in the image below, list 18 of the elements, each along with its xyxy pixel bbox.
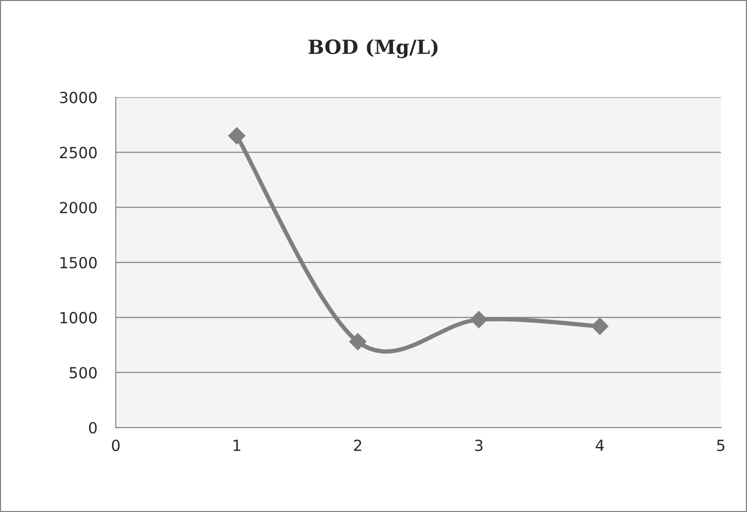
point [228, 127, 246, 144]
x-tick-label: 3 [475, 440, 482, 452]
chart-title: BOD (Mg/L) [308, 39, 438, 58]
point [470, 311, 488, 328]
y-tick-label: 0 [89, 422, 97, 434]
y-tick-label: 3000 [60, 92, 97, 104]
y-tick-label: 2000 [60, 202, 97, 214]
point [591, 318, 608, 335]
x-tick-label: 2 [354, 440, 362, 451]
point [349, 333, 366, 350]
y-tick-label: 1000 [60, 312, 97, 324]
y-tick-label: 2500 [60, 146, 97, 158]
x-tick-label: 5 [717, 440, 724, 452]
x-tick-label: 0 [112, 440, 120, 452]
x-tick-label: 4 [596, 440, 604, 451]
x-tick-label: 1 [234, 440, 240, 451]
y-tick-label: 500 [70, 366, 97, 378]
y-tick-label: 1500 [60, 256, 97, 268]
